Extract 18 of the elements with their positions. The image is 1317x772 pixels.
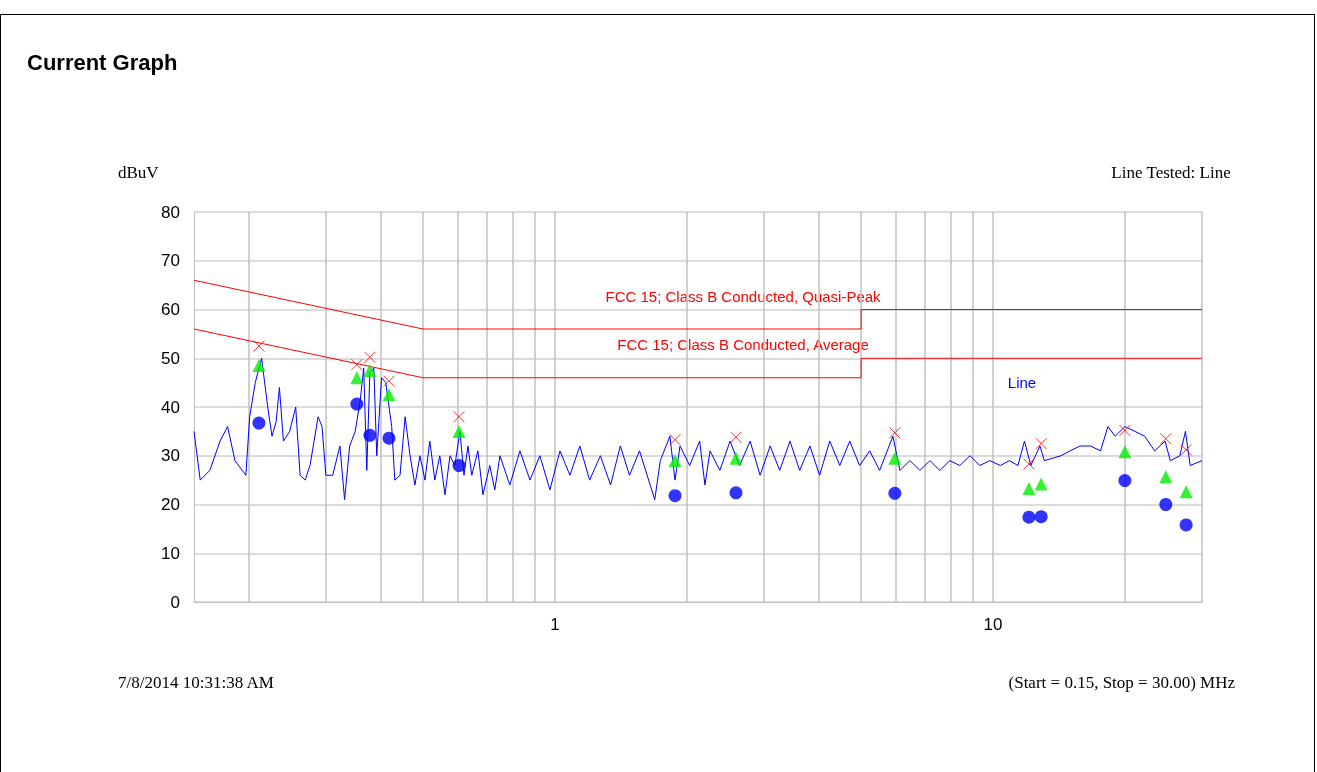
series-label: FCC 15; Class B Conducted, Average — [617, 336, 869, 354]
text: Line — [1007, 373, 1037, 391]
y-tick-label: 80 — [161, 202, 180, 222]
y-tick-label: 60 — [161, 300, 180, 319]
y-tick-label: 40 — [161, 397, 180, 417]
y-tick-label: 20 — [161, 495, 180, 514]
x-axis-title: (Start = 0.15, Stop = 30.00) MHz — [1008, 673, 1236, 692]
x-tick-label: 1 — [550, 615, 560, 634]
y-tick-label: 30 — [161, 446, 180, 466]
chart-title: Current Graph — [27, 49, 178, 75]
y-tick-label: 0 — [170, 592, 180, 612]
y-tick-label: 10 — [161, 543, 180, 563]
y-tick-label: 50 — [161, 348, 180, 368]
y-axis-title: dBuV — [118, 163, 160, 182]
text: Line Tested: Line — [1111, 163, 1231, 182]
series-label: FCC 15; Class B Conducted, Quasi-Peak — [605, 287, 882, 305]
y-tick-label: 70 — [161, 251, 180, 271]
text: 7/8/2014 10:31:38 AM — [118, 673, 274, 692]
